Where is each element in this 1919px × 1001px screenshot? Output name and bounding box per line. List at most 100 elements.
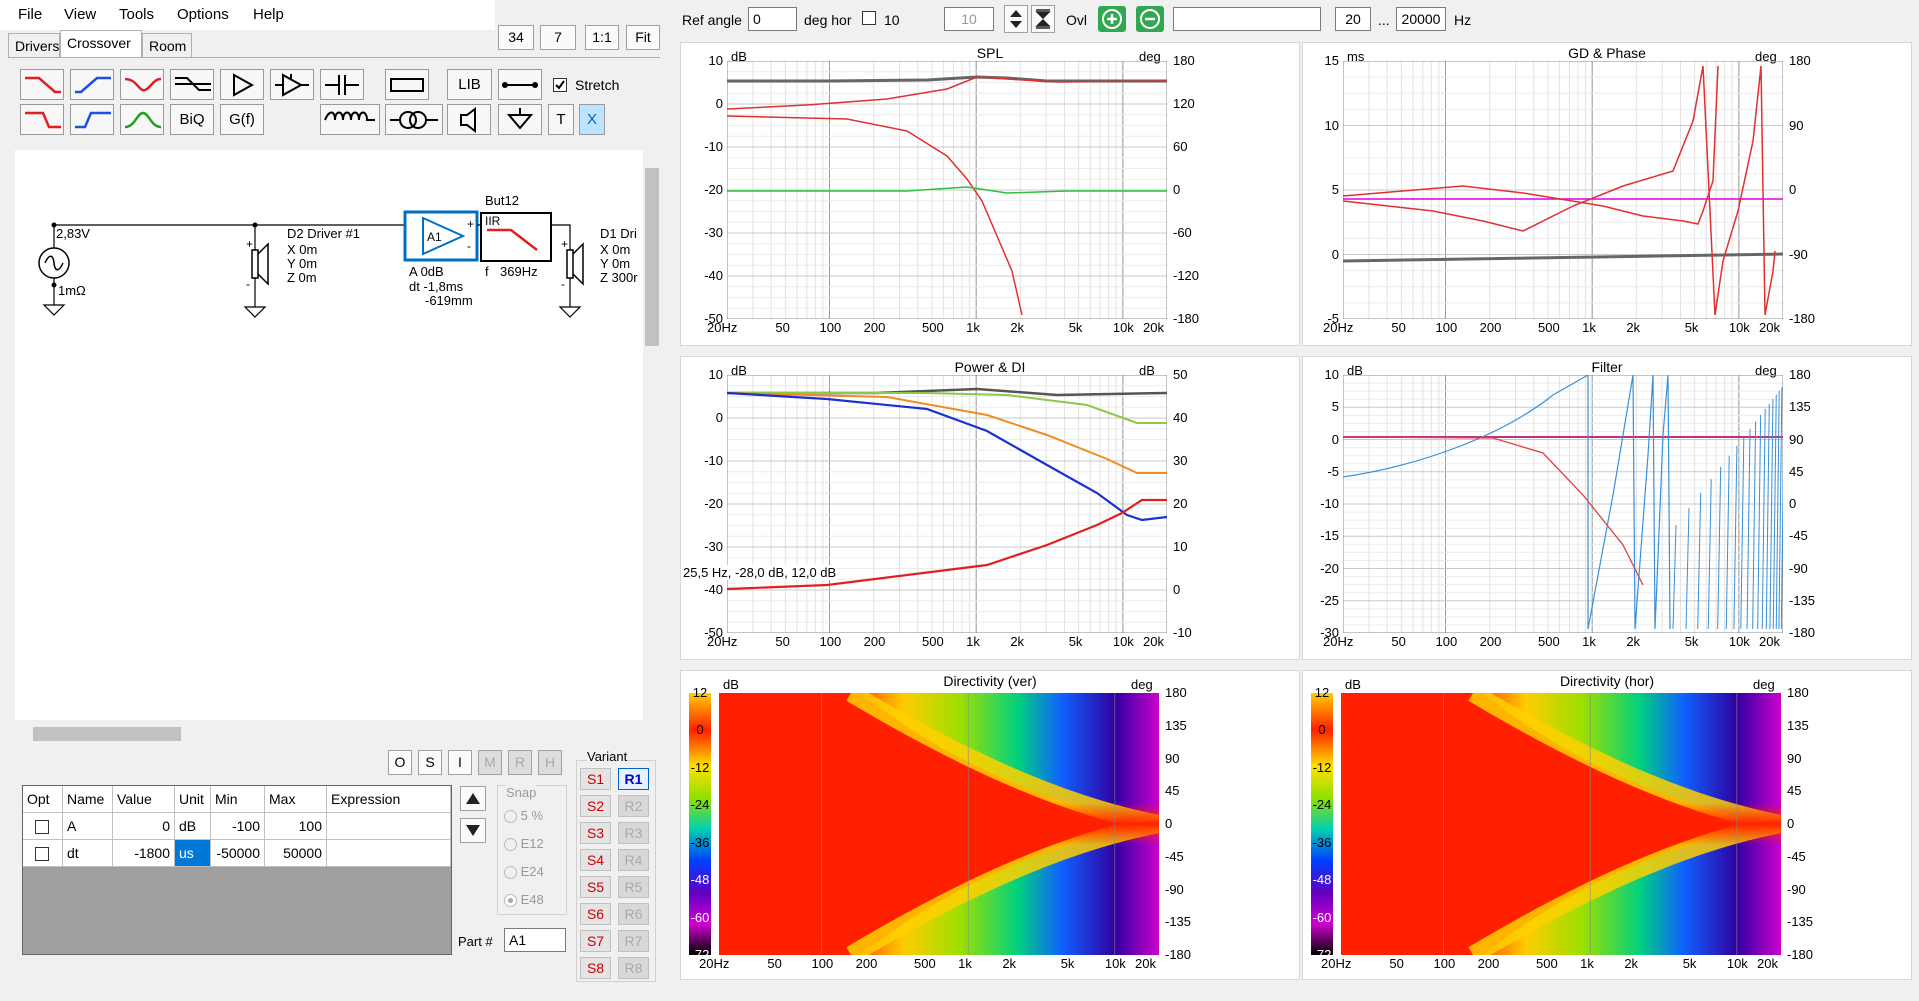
tab-crossover[interactable]: Crossover <box>60 30 142 57</box>
row-max-cell[interactable]: 100 <box>265 813 327 840</box>
zoom-fit-button[interactable]: Fit <box>626 25 660 50</box>
text-tool-button[interactable]: T <box>548 104 574 135</box>
row-min-cell[interactable]: -50000 <box>211 840 265 867</box>
transformer-tool-icon[interactable] <box>385 104 443 135</box>
menu-file[interactable]: File <box>18 6 43 23</box>
zoom-value-2[interactable]: 7 <box>540 25 576 50</box>
notch-tool-icon[interactable] <box>120 69 164 100</box>
variant-r6-button[interactable]: R6 <box>618 903 649 925</box>
row-expression-cell[interactable] <box>327 813 451 840</box>
graph-dirh[interactable]: Directivity (hor) dB deg 180 135 90 45 0 -45 -90… <box>1302 670 1912 980</box>
osi-h-button[interactable]: H <box>538 750 562 775</box>
osi-m-button[interactable]: M <box>478 750 502 775</box>
variant-r8-button[interactable]: R8 <box>618 957 649 979</box>
variant-r3-button[interactable]: R3 <box>618 822 649 844</box>
spl-max-input[interactable]: 10 <box>944 7 994 31</box>
graph-spl[interactable]: SPL dB deg 10 0 -10 -20 -30 -40 -50 180 120 60 0 -60 -1… <box>680 42 1300 346</box>
row-value-cell[interactable]: 0 <box>113 813 175 840</box>
stretch-checkbox[interactable] <box>553 78 567 92</box>
delete-tool-button[interactable]: X <box>579 104 605 135</box>
ground-tool-icon[interactable] <box>498 104 542 135</box>
part-number-input[interactable]: A1 <box>504 928 566 952</box>
right-unit-label: deg <box>1131 677 1153 692</box>
lowpass2-tool-icon[interactable] <box>20 104 64 135</box>
row-name-cell[interactable]: A <box>63 813 113 840</box>
variant-s7-button[interactable]: S7 <box>580 930 611 952</box>
overlay-name-input[interactable] <box>1173 7 1321 31</box>
row-unit-cell[interactable]: us <box>175 840 211 867</box>
osi-i-button[interactable]: I <box>448 750 472 775</box>
spl-max-spinner-icon[interactable] <box>1004 5 1028 33</box>
row-name-cell[interactable]: dt <box>63 840 113 867</box>
row-unit-cell[interactable]: dB <box>175 813 211 840</box>
library-button[interactable]: LIB <box>447 69 492 100</box>
menu-help[interactable]: Help <box>253 6 284 23</box>
schematic-horizontal-scrollbar[interactable] <box>15 725 643 743</box>
snap-option-e12[interactable]: E12 <box>504 836 574 856</box>
graph-power[interactable]: Power & DI dB dB 10 0 -10 -20 -30 -40 -50 50 40 30 20… <box>680 356 1300 660</box>
speaker-tool-icon[interactable] <box>447 104 491 135</box>
menu-options[interactable]: Options <box>177 6 229 23</box>
variant-s8-button[interactable]: S8 <box>580 957 611 979</box>
graph-dirv[interactable]: Directivity (ver) dB deg 180 135 90 45 0 -45 -90… <box>680 670 1300 980</box>
horizontal-scroll-thumb[interactable] <box>33 727 181 741</box>
graph-filter[interactable]: Filter dB deg 10 5 0 -5 -10 -15 -20 -25 -30 180 135 90… <box>1302 356 1912 660</box>
variant-s6-button[interactable]: S6 <box>580 903 611 925</box>
shelf-tool-icon[interactable] <box>170 69 214 100</box>
osi-s-button[interactable]: S <box>418 750 442 775</box>
variant-s5-button[interactable]: S5 <box>580 876 611 898</box>
biquad-button[interactable]: BiQ <box>170 104 214 135</box>
graph-gd[interactable]: GD & Phase ms deg 15 10 5 0 -5 180 90 0 -90 -180 20Hz… <box>1302 42 1912 346</box>
menu-view[interactable]: View <box>64 6 97 23</box>
schematic-canvas[interactable]: + - + - + - 2,83V 1mΩ D2 Driver #1 X 0m … <box>15 150 643 720</box>
overlay-add-icon[interactable] <box>1098 6 1126 32</box>
zoom-value-1[interactable]: 34 <box>498 25 534 50</box>
osi-r-button[interactable]: R <box>508 750 532 775</box>
tab-drivers[interactable]: Drivers <box>8 33 60 57</box>
vertical-scroll-thumb[interactable] <box>645 168 659 346</box>
variant-s3-button[interactable]: S3 <box>580 822 611 844</box>
inductor-tool-icon[interactable] <box>320 104 380 135</box>
variant-r5-button[interactable]: R5 <box>618 876 649 898</box>
wire-tool-icon[interactable] <box>498 69 542 100</box>
row-expression-cell[interactable] <box>327 840 451 867</box>
transfer-function-button[interactable]: G(f) <box>220 104 264 135</box>
variant-r7-button[interactable]: R7 <box>618 930 649 952</box>
ref-angle-input[interactable]: 0 <box>748 7 797 31</box>
variant-r4-button[interactable]: R4 <box>618 849 649 871</box>
freq-min-input[interactable]: 20 <box>1335 7 1371 31</box>
spl-max-checkbox[interactable] <box>862 11 876 25</box>
opt-checkbox[interactable] <box>35 847 49 861</box>
variant-r1-button[interactable]: R1 <box>618 768 649 790</box>
amplifier-tool-icon[interactable] <box>220 69 264 100</box>
zoom-one-to-one-button[interactable]: 1:1 <box>585 25 619 50</box>
opamp-tool-icon[interactable] <box>270 69 314 100</box>
capacitor-tool-icon[interactable] <box>320 69 364 100</box>
snap-option-e24[interactable]: E24 <box>504 864 574 884</box>
row-max-cell[interactable]: 50000 <box>265 840 327 867</box>
resistor-tool-icon[interactable] <box>385 69 429 100</box>
freq-max-input[interactable]: 20000 <box>1396 7 1446 31</box>
snap-option-e48[interactable]: E48 <box>504 892 574 912</box>
bandpass-tool-icon[interactable] <box>120 104 164 135</box>
variant-r2-button[interactable]: R2 <box>618 795 649 817</box>
highpass-tool-icon[interactable] <box>70 69 114 100</box>
move-up-button[interactable] <box>460 786 486 811</box>
menu-tools[interactable]: Tools <box>119 6 155 23</box>
schematic-vertical-scrollbar[interactable] <box>643 150 661 720</box>
lowpass-tool-icon[interactable] <box>20 69 64 100</box>
move-down-button[interactable] <box>460 818 486 843</box>
row-value-cell[interactable]: -1800 <box>113 840 175 867</box>
osi-o-button[interactable]: O <box>388 750 412 775</box>
row-min-cell[interactable]: -100 <box>211 813 265 840</box>
variant-s4-button[interactable]: S4 <box>580 849 611 871</box>
highpass2-tool-icon[interactable] <box>70 104 114 135</box>
snap-option-5pct[interactable]: 5 % <box>504 808 574 828</box>
tab-room[interactable]: Room <box>142 33 192 57</box>
overlay-remove-icon[interactable] <box>1136 6 1164 32</box>
opt-checkbox[interactable] <box>35 820 49 834</box>
spl-max-reset-icon[interactable] <box>1031 5 1055 33</box>
variant-s2-button[interactable]: S2 <box>580 795 611 817</box>
x-tick-label: 5k <box>1684 634 1699 649</box>
variant-s1-button[interactable]: S1 <box>580 768 611 790</box>
